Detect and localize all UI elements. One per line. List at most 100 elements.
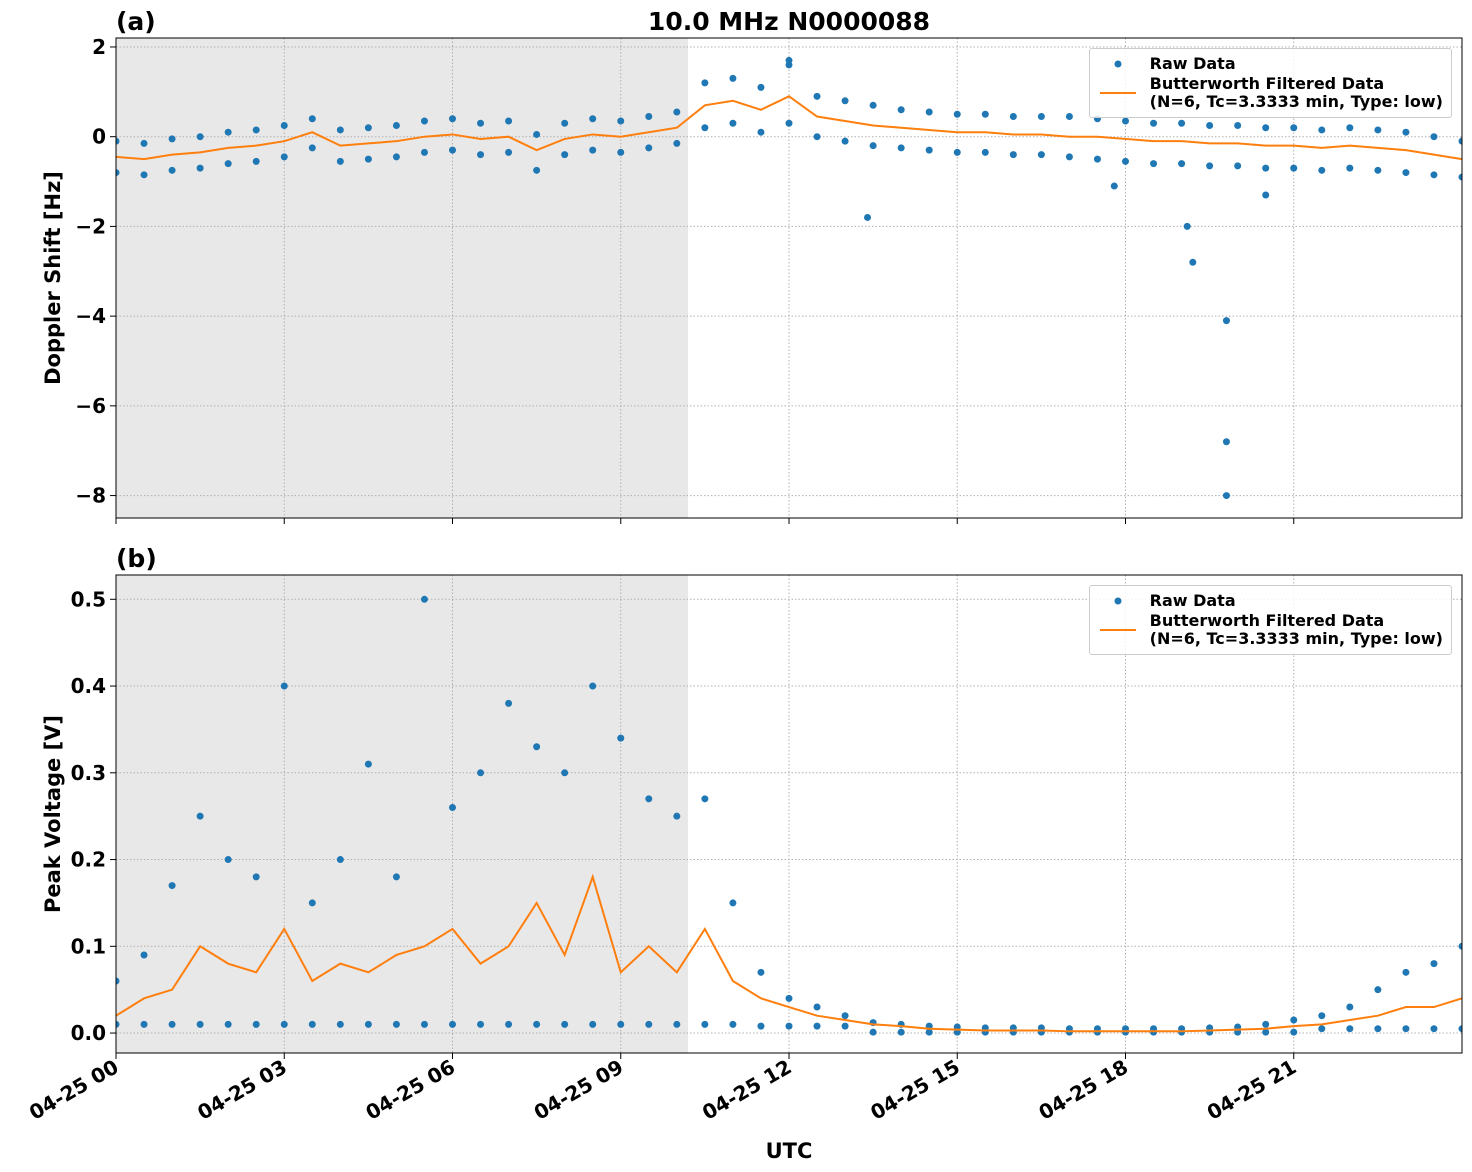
x-tick-label: 04-25 00 — [25, 1055, 123, 1125]
legend-swatch — [1099, 92, 1136, 94]
raw-point — [196, 133, 204, 141]
legend-marker — [1114, 60, 1122, 68]
raw-point — [589, 115, 597, 123]
raw-point — [729, 1020, 737, 1028]
raw-point — [196, 164, 204, 172]
raw-point — [617, 734, 625, 742]
raw-point — [617, 117, 625, 125]
raw-point — [1458, 942, 1462, 950]
raw-point — [140, 139, 148, 147]
y-tick-label: 0.5 — [71, 587, 106, 611]
raw-point — [645, 113, 653, 121]
raw-point — [1262, 1020, 1270, 1028]
raw-point — [1430, 171, 1438, 179]
y-tick-label: 0.4 — [71, 674, 106, 698]
raw-point — [953, 110, 961, 118]
filtered-line — [116, 873, 1462, 1033]
raw-point — [1183, 222, 1191, 230]
raw-point — [1290, 124, 1298, 132]
legend-marker — [1114, 597, 1122, 605]
raw-point — [168, 135, 176, 143]
raw-point — [364, 124, 372, 132]
legend-label: Raw Data — [1149, 54, 1236, 73]
raw-point — [336, 856, 344, 864]
legend-swatch — [1114, 597, 1122, 605]
raw-point — [196, 1020, 204, 1028]
x-tick-label: 04-25 03 — [193, 1055, 291, 1125]
raw-point — [420, 117, 428, 125]
raw-point — [1430, 960, 1438, 968]
raw-point — [813, 92, 821, 100]
raw-point — [561, 769, 569, 777]
raw-point — [252, 1020, 260, 1028]
raw-point — [1122, 117, 1129, 125]
y-tick-label: −4 — [75, 304, 106, 328]
raw-point — [364, 155, 372, 163]
raw-point — [1374, 1025, 1382, 1033]
raw-point — [813, 133, 821, 141]
raw-point — [729, 899, 737, 907]
y-tick-label: 0.2 — [71, 848, 106, 872]
raw-point — [505, 699, 513, 707]
raw-point — [196, 812, 204, 820]
raw-point — [561, 119, 569, 127]
raw-point — [1318, 1012, 1326, 1020]
y-tick-label: 0.3 — [71, 761, 106, 785]
raw-point — [336, 1020, 344, 1028]
raw-point — [505, 117, 513, 125]
raw-point — [813, 1003, 821, 1011]
raw-point — [505, 1020, 513, 1028]
axes-frame — [115, 37, 1463, 519]
raw-point — [869, 1028, 877, 1036]
raw-point — [449, 115, 456, 123]
raw-point — [869, 101, 877, 109]
raw-point — [168, 882, 176, 890]
y-axis-label: Peak Voltage [V] — [41, 715, 65, 913]
raw-point — [617, 1020, 625, 1028]
raw-point — [1234, 121, 1242, 129]
legend: Raw Data Butterworth Filtered Data (N=6, … — [1088, 585, 1452, 655]
raw-point — [1065, 153, 1073, 161]
raw-point — [841, 1012, 849, 1020]
raw-point — [252, 157, 260, 165]
raw-point — [1346, 1025, 1354, 1033]
raw-point — [981, 148, 989, 156]
raw-point — [1346, 124, 1354, 132]
raw-point — [673, 139, 681, 147]
raw-point — [364, 1020, 372, 1028]
y-tick-label: 0.1 — [71, 934, 106, 958]
raw-point — [1093, 155, 1101, 163]
raw-point — [841, 1022, 849, 1030]
raw-point — [1037, 151, 1045, 159]
raw-point — [308, 115, 316, 123]
raw-point — [420, 595, 428, 603]
raw-point — [1458, 1025, 1462, 1033]
panel-label: (b) — [116, 544, 157, 573]
raw-point — [224, 1020, 232, 1028]
x-tick-label: 04-25 21 — [1203, 1055, 1301, 1125]
raw-point — [1222, 438, 1230, 446]
raw-point — [449, 1020, 456, 1028]
raw-point — [701, 124, 709, 132]
raw-point — [533, 1020, 541, 1028]
raw-point — [140, 171, 148, 179]
chart-title: 10.0 MHz N0000088 — [648, 7, 930, 36]
raw-point — [336, 157, 344, 165]
raw-point — [280, 121, 288, 129]
raw-point — [785, 119, 793, 127]
raw-point — [224, 128, 232, 136]
raw-point — [1346, 164, 1354, 172]
raw-point — [785, 994, 793, 1002]
x-tick-label: 04-25 09 — [530, 1055, 628, 1125]
raw-point — [1374, 126, 1382, 134]
raw-point — [897, 144, 905, 152]
raw-point — [1318, 126, 1326, 134]
raw-point — [589, 1020, 597, 1028]
raw-point — [533, 130, 541, 138]
raw-point — [252, 873, 260, 881]
raw-point — [785, 56, 793, 64]
y-tick-label: 0.0 — [71, 1021, 106, 1045]
legend-entry: Butterworth Filtered Data (N=6, Tc=3.333… — [1098, 612, 1443, 648]
raw-point — [1037, 113, 1045, 121]
raw-point — [420, 148, 428, 156]
